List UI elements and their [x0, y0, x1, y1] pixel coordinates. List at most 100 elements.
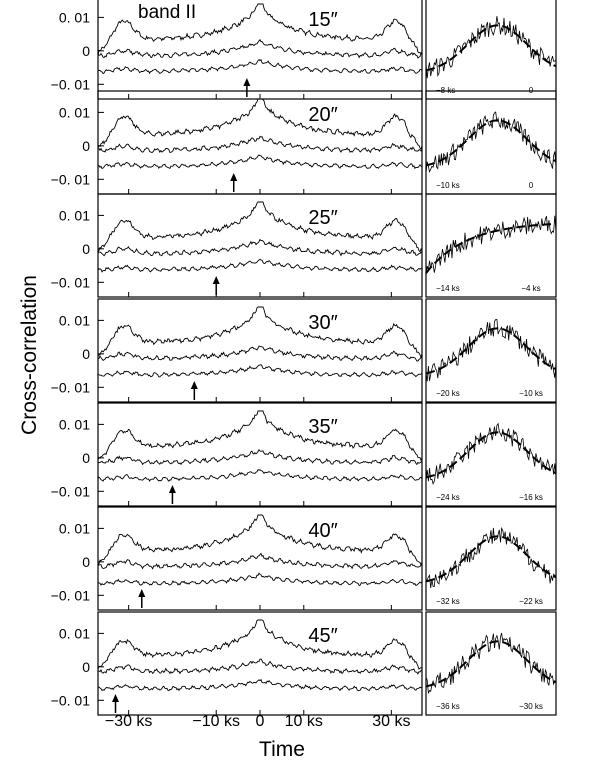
zoom-plot-frame [425, 193, 557, 298]
y-tick-label: 0. 01 [59, 207, 90, 223]
zoom-plot-frame [425, 0, 557, 100]
main-plot-frame [97, 506, 423, 611]
main-plot-frame [97, 90, 423, 195]
y-tick-label: 0 [82, 241, 90, 257]
main-plot-frame [97, 611, 423, 716]
y-tick-label: 0. 01 [59, 416, 90, 432]
arrow-head [230, 173, 238, 181]
arrow-head [243, 78, 251, 86]
angle-label: 45″ [308, 625, 337, 647]
zoom-fit-curve [425, 535, 557, 583]
correlation-curve [97, 449, 423, 466]
angle-label: 20″ [308, 104, 337, 126]
panel-2: 0. 01 0 −0. 01 20″ −10 ks 0 [51, 90, 557, 195]
zoom-left-label: −20 ks [436, 389, 460, 398]
angle-label: 15″ [308, 9, 337, 31]
x-axis-label: Time [259, 738, 305, 761]
zoom-curve [425, 632, 557, 694]
y-tick-label: 0 [82, 43, 90, 59]
zoom-fit-curve [425, 222, 557, 274]
zoom-left-label: −32 ks [436, 597, 460, 606]
zoom-right-label: −16 ks [519, 493, 543, 502]
y-tick-label: 0. 01 [59, 625, 90, 641]
correlation-curve [97, 135, 423, 154]
panel-4: 0. 01 0 −0. 01 30″ −20 ks −10 ks [51, 298, 557, 403]
correlation-curve [97, 98, 423, 150]
y-tick-label: 0. 01 [59, 104, 90, 120]
zoom-plot-frame [425, 90, 557, 195]
correlation-curve [97, 619, 423, 670]
panel-3: 0. 01 0 −0. 01 25″ −14 ks −4 ks [51, 193, 557, 298]
correlation-curve [97, 306, 423, 358]
zoom-left-label: −14 ks [436, 284, 460, 293]
angle-label: 40″ [308, 520, 337, 542]
zoom-right-label: −10 ks [519, 389, 543, 398]
y-tick-label: −0. 01 [51, 76, 91, 92]
zoom-curve [425, 111, 557, 174]
zoom-left-label: −36 ks [436, 702, 460, 711]
zoom-curve [425, 215, 557, 276]
y-tick-label: −0. 01 [51, 587, 91, 603]
y-tick-label: 0 [82, 659, 90, 675]
zoom-right-label: 0 [529, 181, 534, 190]
y-tick-label: 0 [82, 450, 90, 466]
zoom-fit-curve [425, 119, 557, 167]
zoom-left-label: −24 ks [436, 493, 460, 502]
main-plot-frame [97, 298, 423, 403]
panel-6: 0. 01 0 −0. 01 40″ −32 ks −22 ks [51, 506, 557, 611]
zoom-curve [425, 318, 557, 382]
x-tick-label: 10 ks [285, 713, 323, 730]
correlation-curve [97, 410, 423, 462]
y-tick-label: 0 [82, 554, 90, 570]
arrow-head [138, 589, 146, 597]
y-axis-label: Cross-correlation [18, 275, 41, 435]
correlation-curve [97, 552, 423, 570]
main-plot-frame [97, 193, 423, 298]
angle-label: 30″ [308, 312, 337, 334]
zoom-plot-frame [425, 298, 557, 403]
y-tick-label: −0. 01 [51, 379, 91, 395]
y-tick-label: 0. 01 [59, 520, 90, 536]
correlation-curve [97, 658, 423, 675]
zoom-right-label: −22 ks [519, 597, 543, 606]
correlation-curve [97, 238, 423, 257]
zoom-plot-frame [425, 611, 557, 716]
correlation-curve [97, 678, 423, 692]
angle-label: 25″ [308, 207, 337, 229]
correlation-curve [97, 572, 423, 587]
zoom-plot-frame [425, 402, 557, 507]
y-tick-label: −0. 01 [51, 171, 91, 187]
x-tick-labels: −30 ks −10 ks 0 10 ks 30 ks [105, 713, 411, 730]
x-tick-label: −10 ks [192, 713, 240, 730]
correlation-curve [97, 58, 423, 75]
zoom-right-label: −30 ks [519, 702, 543, 711]
correlation-curve [97, 364, 423, 378]
angle-label: 35″ [308, 416, 337, 438]
panel-5: 0. 01 0 −0. 01 35″ −24 ks −16 ks [51, 402, 557, 507]
zoom-right-label: −4 ks [521, 284, 540, 293]
correlation-curve [97, 39, 423, 59]
y-tick-label: 0. 01 [59, 312, 90, 328]
zoom-plot-frame [425, 506, 557, 611]
zoom-left-label: −10 ks [436, 181, 460, 190]
zoom-curve [425, 16, 557, 79]
y-tick-label: −0. 01 [51, 274, 91, 290]
correlation-curve [97, 469, 423, 482]
zoom-fit-curve [425, 431, 557, 479]
y-tick-label: −0. 01 [51, 692, 91, 708]
zoom-curve [425, 526, 557, 588]
zoom-fit-curve [425, 640, 557, 688]
arrow-head [212, 276, 220, 284]
correlation-curve [97, 514, 423, 567]
correlation-curve [97, 258, 422, 273]
correlation-curve [97, 345, 423, 362]
arrow-head [168, 485, 176, 493]
x-tick-label: 30 ks [372, 713, 410, 730]
correlation-curve [97, 154, 423, 170]
zoom-fit-curve [425, 24, 557, 72]
zoom-curve [425, 422, 557, 485]
correlation-curve [97, 201, 423, 253]
